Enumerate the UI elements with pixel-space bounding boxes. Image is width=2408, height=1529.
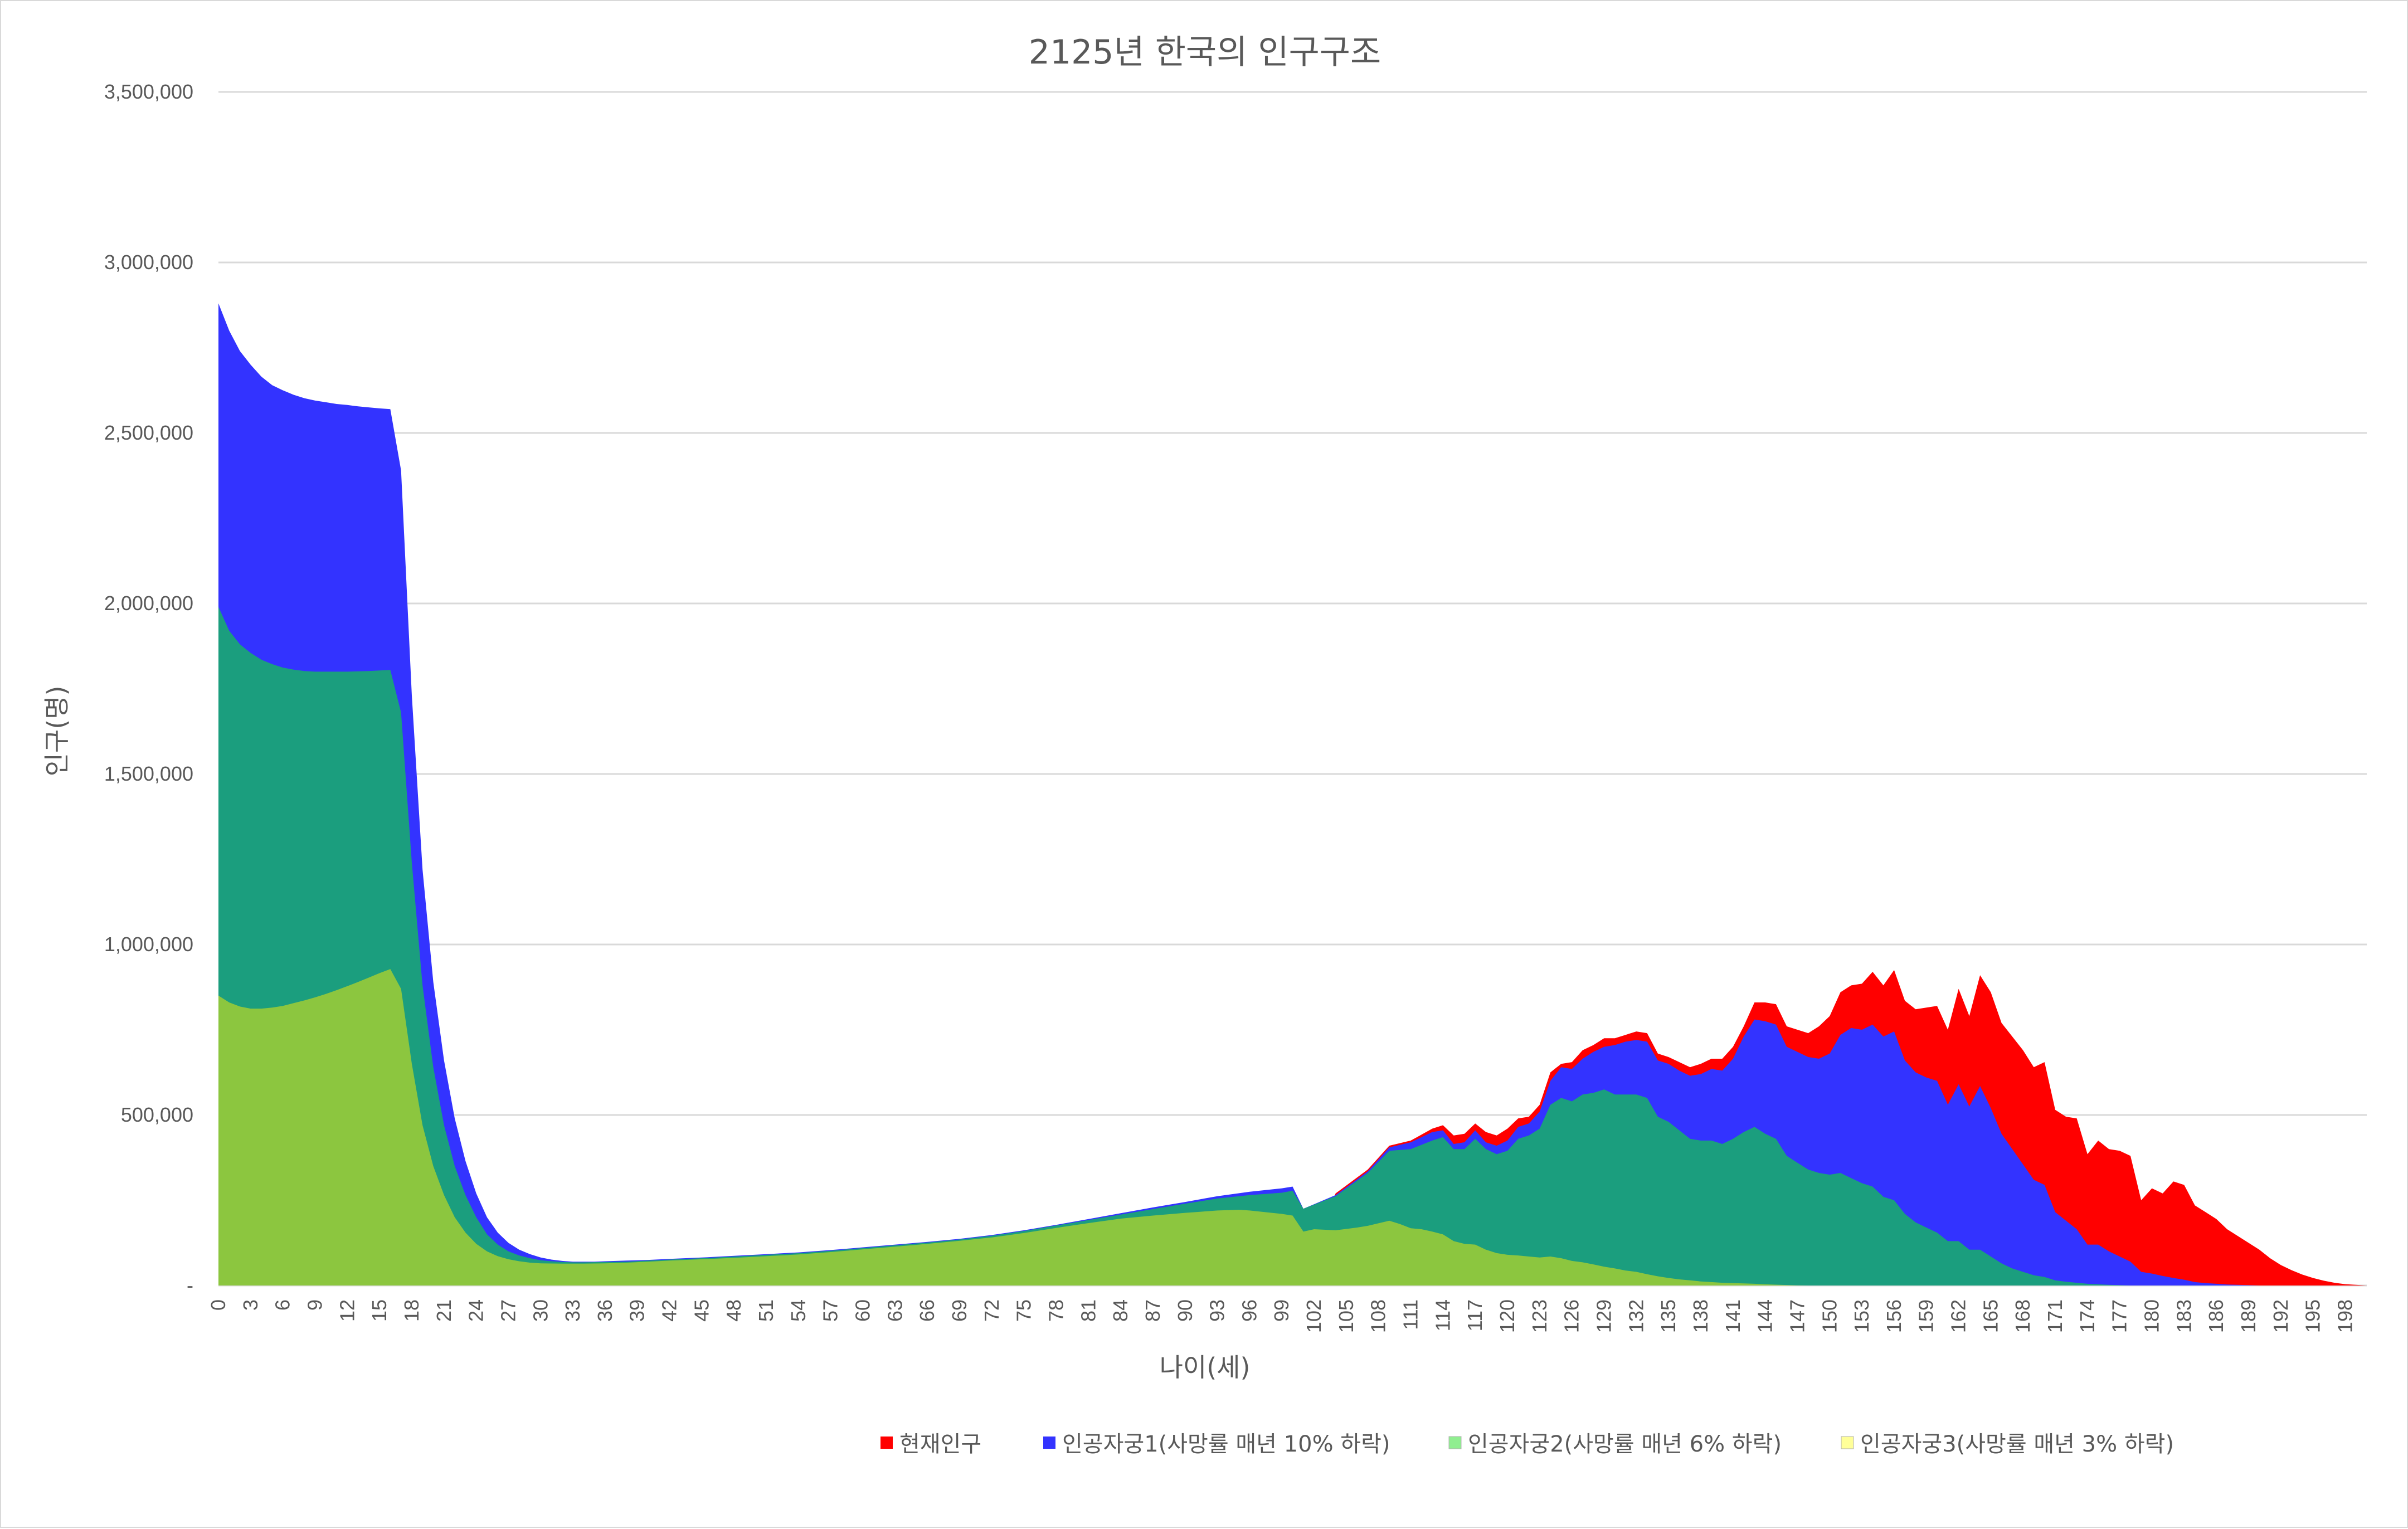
x-tick-label: 198: [2333, 1299, 2356, 1333]
x-tick-label: 114: [1431, 1299, 1454, 1331]
y-tick-label: -: [187, 1274, 193, 1297]
x-tick-label: 189: [2237, 1299, 2260, 1333]
x-tick-label: 174: [2076, 1299, 2099, 1333]
x-tick-label: 195: [2302, 1299, 2324, 1333]
legend-label: 현재인구: [899, 1431, 981, 1457]
x-tick-label: 33: [561, 1299, 584, 1322]
legend-label: 인공자궁2(사망률 매년 6% 하락): [1468, 1431, 1782, 1457]
x-tick-label: 177: [2108, 1299, 2131, 1333]
legend-label: 인공자궁1(사망률 매년 10% 하락): [1062, 1431, 1390, 1457]
y-tick-label: 1,000,000: [104, 933, 193, 956]
x-tick-label: 57: [819, 1299, 842, 1322]
x-tick-label: 186: [2205, 1299, 2227, 1333]
x-tick-label: 60: [852, 1299, 874, 1322]
area-series: [218, 303, 2367, 1285]
legend-swatch: [1841, 1436, 1854, 1449]
y-tick-label: 3,000,000: [104, 251, 193, 274]
x-tick-label: 90: [1174, 1299, 1196, 1322]
y-tick-label: 1,500,000: [104, 762, 193, 785]
x-tick-label: 180: [2141, 1299, 2163, 1333]
x-tick-label: 192: [2269, 1299, 2292, 1333]
x-tick-label: 54: [787, 1299, 810, 1322]
x-tick-label: 183: [2172, 1299, 2195, 1333]
x-tick-label: 132: [1624, 1299, 1647, 1333]
x-tick-label: 105: [1335, 1299, 1358, 1333]
x-tick-label: 150: [1818, 1299, 1841, 1333]
x-tick-label: 48: [722, 1299, 745, 1322]
y-tick-label: 500,000: [121, 1103, 193, 1126]
x-tick-label: 15: [368, 1299, 391, 1322]
x-tick-label: 75: [1013, 1299, 1035, 1322]
x-tick-label: 27: [497, 1299, 519, 1322]
y-tick-label: 3,500,000: [104, 80, 193, 103]
x-tick-label: 144: [1754, 1299, 1777, 1333]
x-tick-label: 63: [883, 1299, 906, 1322]
x-tick-label: 6: [271, 1299, 294, 1311]
x-tick-label: 72: [980, 1299, 1003, 1322]
x-tick-label: 171: [2044, 1299, 2066, 1333]
chart-title: 2125년 한국의 인구구조: [1029, 33, 1381, 72]
x-tick-label: 156: [1882, 1299, 1905, 1333]
x-tick-label: 39: [626, 1299, 649, 1322]
x-tick-label: 135: [1657, 1299, 1680, 1333]
x-tick-label: 30: [529, 1299, 552, 1322]
legend-label: 인공자궁3(사망률 매년 3% 하락): [1860, 1431, 2174, 1457]
x-tick-label: 165: [1979, 1299, 2002, 1333]
area-series-4: [218, 969, 2367, 1285]
x-tick-label: 153: [1850, 1299, 1873, 1333]
x-tick-label: 81: [1077, 1299, 1100, 1322]
x-tick-label: 120: [1496, 1299, 1519, 1333]
x-tick-label: 96: [1238, 1299, 1261, 1322]
x-tick-label: 36: [594, 1299, 616, 1322]
x-tick-label: 159: [1915, 1299, 1938, 1333]
x-axis: 0 3 6 9 12 15 18 21 24 27 30 33 36 39 42 45 48 51 54 57 60 63…: [207, 1299, 2356, 1333]
grid-lines: [218, 91, 2367, 1287]
x-tick-label: 141: [1721, 1299, 1744, 1333]
legend-swatch: [1043, 1437, 1055, 1449]
x-tick-label: 138: [1689, 1299, 1712, 1333]
x-tick-label: 45: [690, 1299, 713, 1322]
x-tick-label: 147: [1786, 1299, 1808, 1333]
x-tick-label: 18: [400, 1299, 423, 1322]
x-tick-label: 108: [1367, 1299, 1390, 1333]
x-tick-label: 117: [1463, 1299, 1486, 1331]
x-tick-label: 42: [658, 1299, 681, 1322]
x-tick-label: 129: [1593, 1299, 1616, 1333]
y-axis-title: 인구(명): [42, 686, 72, 777]
x-tick-label: 162: [1947, 1299, 1970, 1333]
x-tick-label: 51: [755, 1299, 777, 1322]
x-tick-label: 123: [1528, 1299, 1551, 1333]
x-tick-label: 111: [1399, 1299, 1422, 1330]
x-tick-label: 102: [1302, 1299, 1325, 1333]
x-tick-label: 69: [948, 1299, 971, 1322]
x-tick-label: 168: [2011, 1299, 2034, 1333]
y-tick-label: 2,500,000: [104, 421, 193, 444]
x-tick-label: 9: [304, 1299, 327, 1311]
x-tick-label: 24: [465, 1299, 488, 1322]
x-tick-label: 12: [335, 1299, 358, 1322]
x-tick-label: 78: [1045, 1299, 1068, 1322]
legend-swatch: [1448, 1436, 1462, 1449]
x-tick-label: 87: [1141, 1299, 1164, 1322]
x-tick-label: 93: [1206, 1299, 1229, 1322]
x-tick-label: 3: [239, 1299, 262, 1311]
x-tick-label: 99: [1270, 1299, 1293, 1322]
y-axis: - 500,000 1,000,000 1,500,000 2,000,000 2,500…: [104, 80, 193, 1297]
y-tick-label: 2,000,000: [104, 592, 193, 615]
x-axis-title: 나이(세): [1160, 1352, 1251, 1382]
legend: 현재인구 인공자궁1(사망률 매년 10% 하락) 인공자궁2(사망률 매년 6% …: [880, 1431, 2174, 1457]
x-tick-label: 126: [1560, 1299, 1583, 1333]
legend-swatch: [880, 1437, 893, 1449]
x-tick-label: 66: [916, 1299, 938, 1322]
x-tick-label: 21: [432, 1299, 455, 1322]
x-tick-label: 0: [207, 1299, 230, 1311]
x-tick-label: 84: [1109, 1299, 1132, 1322]
